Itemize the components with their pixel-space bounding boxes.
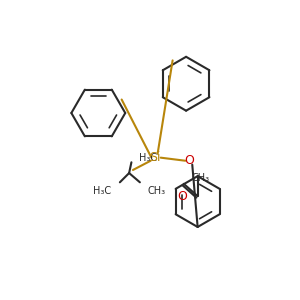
Text: CH₃: CH₃ [148, 186, 166, 196]
Text: O: O [184, 154, 194, 167]
Text: O: O [177, 190, 187, 203]
Text: H₃C: H₃C [92, 186, 111, 196]
Text: H₃C: H₃C [139, 153, 157, 163]
Text: Si: Si [149, 151, 161, 164]
Text: CH₃: CH₃ [191, 173, 210, 183]
